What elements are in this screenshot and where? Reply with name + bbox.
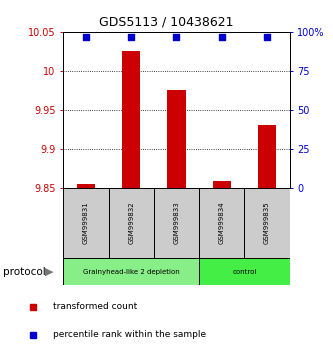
Text: Grainyhead-like 2 depletion: Grainyhead-like 2 depletion (83, 269, 179, 275)
Text: transformed count: transformed count (53, 302, 138, 311)
Point (174, 34, 179, 39)
Text: GSM999833: GSM999833 (173, 202, 179, 244)
Bar (77, 184, 95, 188)
Text: percentile rank within the sample: percentile rank within the sample (53, 330, 206, 339)
Bar (122, 51, 140, 188)
Point (83, 34, 89, 39)
Text: ▶: ▶ (45, 267, 54, 277)
Text: GSM999832: GSM999832 (128, 202, 134, 244)
Point (264, 34, 270, 39)
Text: control: control (232, 269, 257, 275)
Bar (63, 188, 109, 258)
Bar (63, 258, 199, 285)
Bar (154, 188, 199, 258)
Text: GDS5113 / 10438621: GDS5113 / 10438621 (99, 16, 234, 29)
Text: GSM999831: GSM999831 (83, 202, 89, 244)
Bar (258, 125, 276, 188)
Bar (199, 258, 290, 285)
Point (129, 34, 134, 39)
Bar (167, 90, 185, 188)
Bar (213, 181, 231, 188)
Bar (199, 188, 244, 258)
Text: protocol: protocol (3, 267, 46, 277)
Bar (244, 188, 290, 258)
Bar (109, 188, 154, 258)
Text: GSM999834: GSM999834 (219, 202, 225, 244)
Text: GSM999835: GSM999835 (264, 202, 270, 244)
Point (219, 34, 224, 39)
